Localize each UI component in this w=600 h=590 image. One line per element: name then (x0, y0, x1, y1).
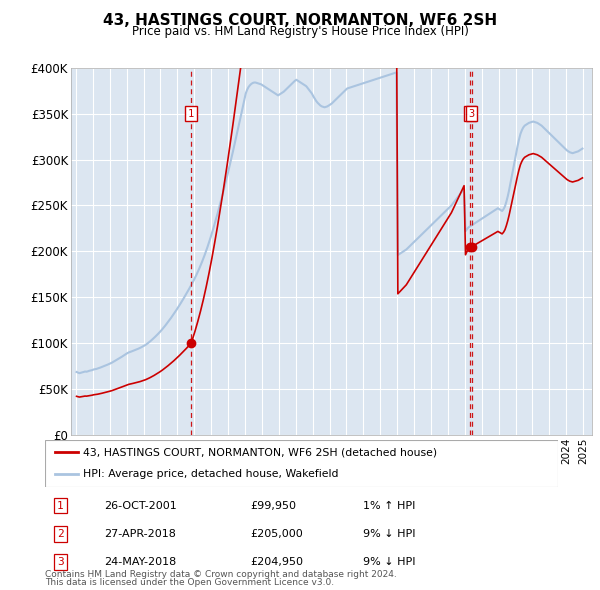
Text: £204,950: £204,950 (250, 558, 303, 567)
Text: £99,950: £99,950 (250, 501, 296, 510)
Text: 26-OCT-2001: 26-OCT-2001 (104, 501, 177, 510)
Text: HPI: Average price, detached house, Wakefield: HPI: Average price, detached house, Wake… (83, 469, 339, 479)
Text: 9% ↓ HPI: 9% ↓ HPI (363, 529, 416, 539)
Text: 43, HASTINGS COURT, NORMANTON, WF6 2SH (detached house): 43, HASTINGS COURT, NORMANTON, WF6 2SH (… (83, 447, 437, 457)
Text: 27-APR-2018: 27-APR-2018 (104, 529, 176, 539)
Text: 3: 3 (57, 558, 64, 567)
Text: 1: 1 (188, 109, 194, 119)
Text: £205,000: £205,000 (250, 529, 303, 539)
Text: 2: 2 (57, 529, 64, 539)
Text: 3: 3 (469, 109, 475, 119)
Text: 9% ↓ HPI: 9% ↓ HPI (363, 558, 416, 567)
Text: 2: 2 (467, 109, 473, 119)
FancyBboxPatch shape (45, 440, 558, 487)
Text: Contains HM Land Registry data © Crown copyright and database right 2024.: Contains HM Land Registry data © Crown c… (45, 571, 397, 579)
Text: This data is licensed under the Open Government Licence v3.0.: This data is licensed under the Open Gov… (45, 578, 334, 587)
Text: 1% ↑ HPI: 1% ↑ HPI (363, 501, 415, 510)
Text: 1: 1 (57, 501, 64, 510)
Text: Price paid vs. HM Land Registry's House Price Index (HPI): Price paid vs. HM Land Registry's House … (131, 25, 469, 38)
Text: 43, HASTINGS COURT, NORMANTON, WF6 2SH: 43, HASTINGS COURT, NORMANTON, WF6 2SH (103, 13, 497, 28)
Text: 24-MAY-2018: 24-MAY-2018 (104, 558, 176, 567)
